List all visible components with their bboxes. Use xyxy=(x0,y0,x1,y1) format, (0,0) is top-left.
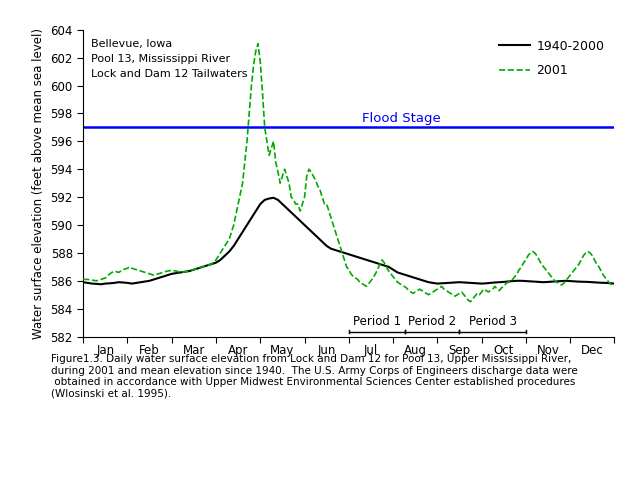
Text: Jan: Jan xyxy=(96,344,115,356)
Text: Oct: Oct xyxy=(493,344,514,356)
Text: Mar: Mar xyxy=(182,344,205,356)
Text: Period 1: Period 1 xyxy=(353,314,401,328)
Text: Nov: Nov xyxy=(536,344,559,356)
Text: Sep: Sep xyxy=(449,344,470,356)
Text: Apr: Apr xyxy=(228,344,248,356)
Text: Figure1.3. Daily water surface elevation from Lock and Dam 12 for Pool 13, Upper: Figure1.3. Daily water surface elevation… xyxy=(51,354,578,399)
Text: Jul: Jul xyxy=(364,344,378,356)
Text: Aug: Aug xyxy=(404,344,427,356)
Text: Dec: Dec xyxy=(581,344,604,356)
Text: Flood Stage: Flood Stage xyxy=(362,111,441,125)
Text: Period 3: Period 3 xyxy=(468,314,516,328)
Text: Feb: Feb xyxy=(140,344,160,356)
Y-axis label: Water surface elevation (feet above mean sea level): Water surface elevation (feet above mean… xyxy=(32,28,45,339)
Text: May: May xyxy=(270,344,294,356)
Text: Bellevue, Iowa
Pool 13, Mississippi River
Lock and Dam 12 Tailwaters: Bellevue, Iowa Pool 13, Mississippi Rive… xyxy=(91,39,248,79)
Text: Jun: Jun xyxy=(317,344,336,356)
Text: Period 2: Period 2 xyxy=(408,314,456,328)
Legend: 1940-2000, 2001: 1940-2000, 2001 xyxy=(495,36,608,81)
